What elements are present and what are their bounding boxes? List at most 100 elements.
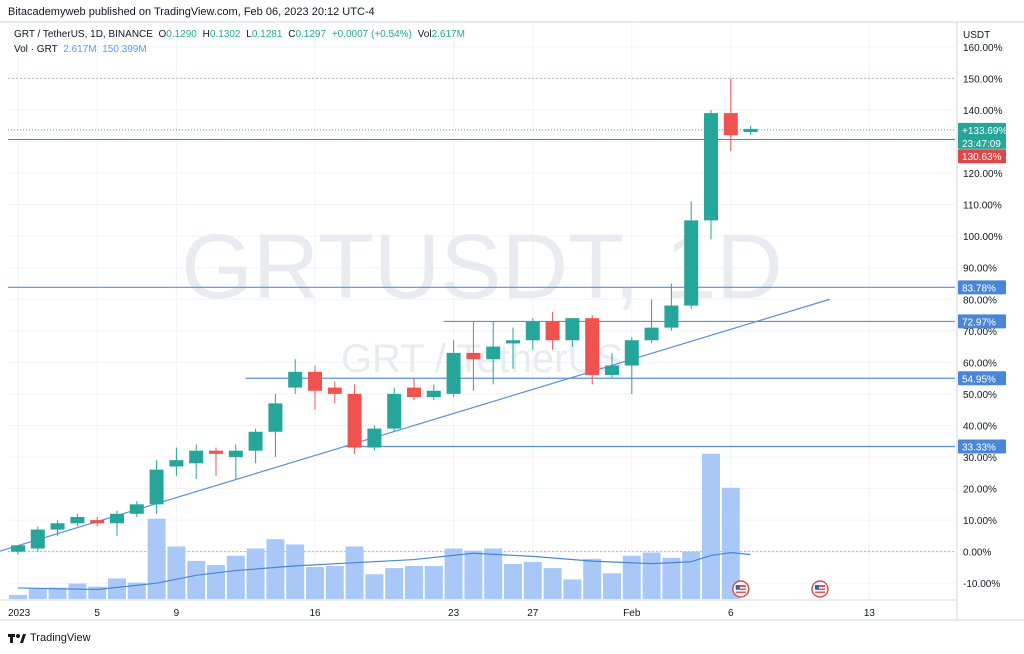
candle-body[interactable] [387, 393, 402, 429]
tradingview-brand[interactable]: TradingView [8, 632, 91, 644]
candle-body[interactable] [90, 520, 105, 524]
volume-ma-line [17, 551, 751, 591]
volume-bar [721, 487, 740, 599]
volume-bars [9, 453, 740, 599]
y-tick-label: 140.00% [963, 106, 1003, 117]
volume-bar [48, 587, 67, 599]
candle-body[interactable] [545, 321, 560, 341]
x-tick-label: Feb [623, 608, 641, 619]
candle-body[interactable] [644, 327, 659, 341]
y-tick-label: 50.00% [963, 390, 997, 401]
candle-body[interactable] [11, 545, 25, 552]
candle-body[interactable] [743, 128, 758, 133]
candle-body[interactable] [565, 318, 580, 341]
event-markers[interactable] [732, 580, 829, 598]
candle-body[interactable] [506, 340, 520, 344]
level-badge [958, 371, 1006, 386]
volume-bar [9, 594, 27, 599]
volume-indicator-label[interactable]: Vol · GRT [14, 44, 58, 55]
candle-body[interactable] [624, 340, 639, 366]
volume-bar [642, 552, 661, 599]
current-price-badge-countdown: 23:47:09 [962, 139, 1001, 150]
volume-bar [622, 555, 641, 599]
high-label: H [202, 29, 210, 40]
candle-body[interactable] [129, 504, 144, 514]
volume-bar [226, 555, 245, 599]
x-tick-label: 23 [448, 608, 460, 619]
volume-bar [484, 548, 503, 599]
candle-body[interactable] [367, 428, 382, 448]
candle-body[interactable] [308, 371, 322, 391]
symbol-name[interactable]: GRT / TetherUS, 1D, BINANCE [14, 29, 153, 40]
x-tick-label: 27 [527, 608, 539, 619]
y-tick-label: -10.00% [963, 579, 1000, 590]
symbol-legend: GRT / TetherUS, 1D, BINANCE O0.1290 H 0.1… [14, 29, 468, 40]
volume-ma-value: 150.399M [102, 44, 147, 55]
volume-bar [702, 453, 720, 599]
candle-body[interactable] [704, 113, 718, 221]
candle-body[interactable] [466, 352, 481, 360]
candle-body[interactable] [426, 390, 441, 398]
candle-body[interactable] [169, 460, 184, 467]
candle-body[interactable] [30, 529, 45, 549]
candle-body[interactable] [664, 305, 679, 328]
us-flag-event-icon[interactable] [811, 580, 829, 598]
volume-bar [365, 574, 384, 599]
y-tick-label: 10.00% [963, 516, 997, 527]
level-badge-text: 83.78% [962, 283, 996, 294]
candle-body[interactable] [209, 450, 223, 454]
volume-bar [563, 579, 582, 599]
volume-bar [424, 566, 443, 599]
y-tick-label: 40.00% [963, 421, 997, 432]
low-label: L [246, 29, 252, 40]
candle-body[interactable] [50, 523, 65, 530]
y-tick-label: 150.00% [963, 74, 1003, 85]
y-tick-label: 100.00% [963, 232, 1003, 243]
candle-body[interactable] [605, 365, 619, 375]
candle-body[interactable] [189, 450, 204, 464]
brand-name: TradingView [30, 632, 91, 644]
candle-body[interactable] [684, 220, 699, 306]
candle-body[interactable] [723, 113, 738, 136]
x-tick-label: 2023 [8, 608, 31, 619]
volume-bar [405, 566, 423, 599]
candle-body[interactable] [407, 387, 421, 398]
open-label: O [158, 29, 167, 40]
candle-body[interactable] [288, 371, 303, 388]
candle-body[interactable] [446, 352, 461, 394]
us-flag-event-icon[interactable] [732, 580, 750, 598]
volume-bar [385, 568, 404, 599]
level-badge [958, 314, 1006, 329]
y-tick-label: 80.00% [963, 295, 997, 306]
candle-body[interactable] [268, 403, 283, 432]
price-badges: 83.78% 72.97% 54.95% 33.33% +133.69% 23:47:09… [958, 122, 1007, 454]
candle-body[interactable] [228, 450, 243, 457]
volume-bar [286, 544, 305, 599]
candle-body[interactable] [70, 516, 85, 524]
low-value: 0.1281 [251, 29, 283, 40]
x-tick-label: 9 [174, 608, 180, 619]
candle-body[interactable] [525, 321, 540, 341]
level-badge [958, 439, 1006, 454]
candle-body[interactable] [347, 393, 362, 448]
tradingview-logo-icon [8, 634, 26, 643]
y-tick-label: 90.00% [963, 264, 997, 275]
candle-body[interactable] [110, 513, 124, 524]
candle-body[interactable] [248, 431, 263, 451]
candle-body[interactable] [585, 318, 600, 375]
volume-bar [68, 583, 87, 599]
volume-bar [345, 546, 364, 599]
level-badge-text: 72.97% [962, 317, 996, 328]
candles[interactable] [11, 78, 758, 555]
volume-bar [662, 557, 681, 599]
candle-body[interactable] [149, 469, 164, 505]
currency-label: USDT [963, 30, 990, 41]
volume-bar [108, 578, 126, 599]
volume-bar [523, 561, 542, 599]
level-badge-text: 54.95% [962, 374, 996, 385]
open-value: 0.1290 [166, 29, 197, 40]
candle-body[interactable] [486, 346, 501, 360]
candle-body[interactable] [327, 387, 342, 394]
watermark: GRTUSDT, 1D GRT / TetherUS [181, 216, 783, 381]
